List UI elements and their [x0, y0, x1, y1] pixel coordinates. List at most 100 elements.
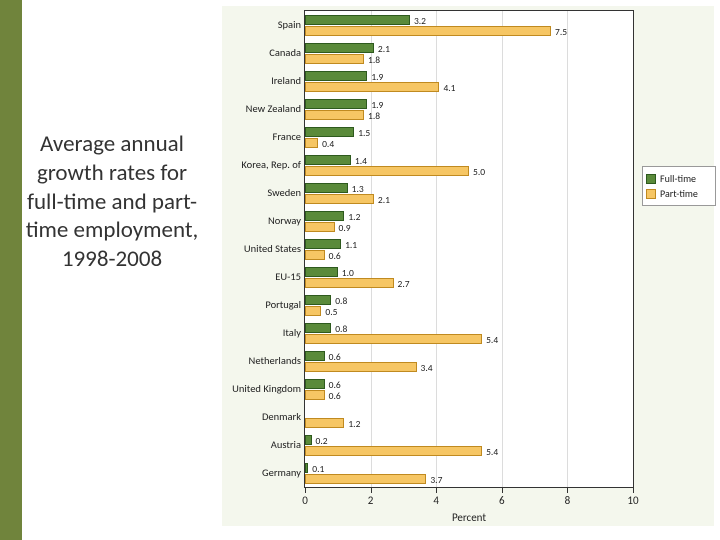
x-tick-label: 8 [557, 494, 577, 507]
bar-pt: 0.5 [305, 306, 321, 316]
bar-value-label: 4.1 [443, 82, 455, 94]
legend-swatch-parttime [646, 189, 656, 199]
slide: Average annual growth rates for full-tim… [0, 0, 720, 540]
bar-ft: 0.8 [305, 323, 331, 333]
bar-value-label: 3.4 [421, 362, 433, 374]
bar-ft: 1.5 [305, 127, 354, 137]
country-label: EU-15 [223, 271, 301, 282]
country-row: New Zealand1.91.8 [305, 96, 633, 124]
country-label: Ireland [223, 75, 301, 86]
bar-value-label: 5.4 [486, 334, 498, 346]
bar-ft: 1.3 [305, 183, 348, 193]
bar-pt: 5.4 [305, 334, 482, 344]
x-tick [633, 487, 634, 493]
x-tick-label: 4 [426, 494, 446, 507]
bar-pt: 3.7 [305, 474, 426, 484]
bar-pt: 0.4 [305, 138, 318, 148]
bar-pt: 1.8 [305, 110, 364, 120]
country-row: Denmark1.2 [305, 404, 633, 432]
country-label: Portugal [223, 299, 301, 310]
country-row: Spain3.27.5 [305, 12, 633, 40]
bar-ft: 1.9 [305, 71, 367, 81]
bar-ft: 1.4 [305, 155, 351, 165]
country-row: Sweden1.32.1 [305, 180, 633, 208]
country-label: Austria [223, 439, 301, 450]
bar-pt: 0.6 [305, 250, 325, 260]
bar-ft: 1.2 [305, 211, 344, 221]
bar-pt: 2.1 [305, 194, 374, 204]
bar-value-label: 2.1 [378, 194, 390, 206]
bar-value-label: 0.9 [339, 222, 351, 234]
bar-value-label: 0.4 [322, 138, 334, 150]
bar-ft: 3.2 [305, 15, 410, 25]
bar-value-label: 0.6 [329, 390, 341, 402]
country-label: Denmark [223, 411, 301, 422]
bar-ft: 1.0 [305, 267, 338, 277]
bar-pt: 0.9 [305, 222, 335, 232]
bar-ft: 1.9 [305, 99, 367, 109]
bar-pt: 7.5 [305, 26, 551, 36]
country-label: Netherlands [223, 355, 301, 366]
country-row: Norway1.20.9 [305, 208, 633, 236]
legend-item-fulltime: Full-time [646, 171, 712, 186]
bar-pt: 5.0 [305, 166, 469, 176]
country-row: France1.50.4 [305, 124, 633, 152]
legend-swatch-fulltime [646, 174, 656, 184]
bar-ft: 2.1 [305, 43, 374, 53]
country-row: EU-151.02.7 [305, 264, 633, 292]
bar-value-label: 5.0 [473, 166, 485, 178]
bar-value-label: 0.5 [325, 306, 337, 318]
legend-label-fulltime: Full-time [660, 172, 696, 185]
country-row: United Kingdom0.60.6 [305, 376, 633, 404]
bar-pt: 1.2 [305, 418, 344, 428]
country-label: United States [223, 243, 301, 254]
country-row: Portugal0.80.5 [305, 292, 633, 320]
bar-ft: 1.1 [305, 239, 341, 249]
bar-value-label: 0.6 [329, 250, 341, 262]
bar-value-label: 2.7 [398, 278, 410, 290]
country-label: France [223, 131, 301, 142]
bar-value-label: 1.2 [348, 418, 360, 430]
country-label: Korea, Rep. of [223, 159, 301, 170]
bar-ft: 0.6 [305, 379, 325, 389]
country-row: Netherlands0.63.4 [305, 348, 633, 376]
country-label: United Kingdom [223, 383, 301, 394]
bar-pt: 0.6 [305, 390, 325, 400]
bar-value-label: 5.4 [486, 446, 498, 458]
x-axis-title: Percent [304, 511, 634, 524]
bar-pt: 2.7 [305, 278, 394, 288]
country-label: Spain [223, 19, 301, 30]
bar-pt: 4.1 [305, 82, 439, 92]
legend-item-parttime: Part-time [646, 186, 712, 201]
bar-value-label: 1.8 [368, 110, 380, 122]
chart-legend: Full-time Part-time [642, 166, 716, 206]
country-label: Sweden [223, 187, 301, 198]
bar-ft: 0.6 [305, 351, 325, 361]
bar-ft: 0.2 [305, 435, 312, 445]
bar-pt: 3.4 [305, 362, 417, 372]
bar-value-label: 1.5 [358, 127, 370, 139]
x-tick-label: 10 [623, 494, 643, 507]
country-row: Korea, Rep. of1.45.0 [305, 152, 633, 180]
bar-value-label: 3.7 [430, 474, 442, 486]
bar-value-label: 7.5 [555, 26, 567, 38]
country-row: Canada2.11.8 [305, 40, 633, 68]
country-label: New Zealand [223, 103, 301, 114]
bar-ft: 0.1 [305, 463, 308, 473]
country-row: United States1.10.6 [305, 236, 633, 264]
bar-value-label: 1.8 [368, 54, 380, 66]
country-row: Germany0.13.7 [305, 460, 633, 488]
country-row: Italy0.85.4 [305, 320, 633, 348]
country-row: Ireland1.94.1 [305, 68, 633, 96]
plot-area: 0246810Spain3.27.5Canada2.11.8Ireland1.9… [304, 10, 634, 488]
x-tick-label: 0 [295, 494, 315, 507]
bar-value-label: 1.1 [345, 239, 357, 251]
chart-container: 0246810Spain3.27.5Canada2.11.8Ireland1.9… [222, 6, 714, 526]
x-tick-label: 6 [492, 494, 512, 507]
legend-label-parttime: Part-time [660, 187, 698, 200]
bar-pt: 1.8 [305, 54, 364, 64]
bar-pt: 5.4 [305, 446, 482, 456]
x-tick-label: 2 [361, 494, 381, 507]
country-label: Norway [223, 215, 301, 226]
bar-ft: 0.8 [305, 295, 331, 305]
